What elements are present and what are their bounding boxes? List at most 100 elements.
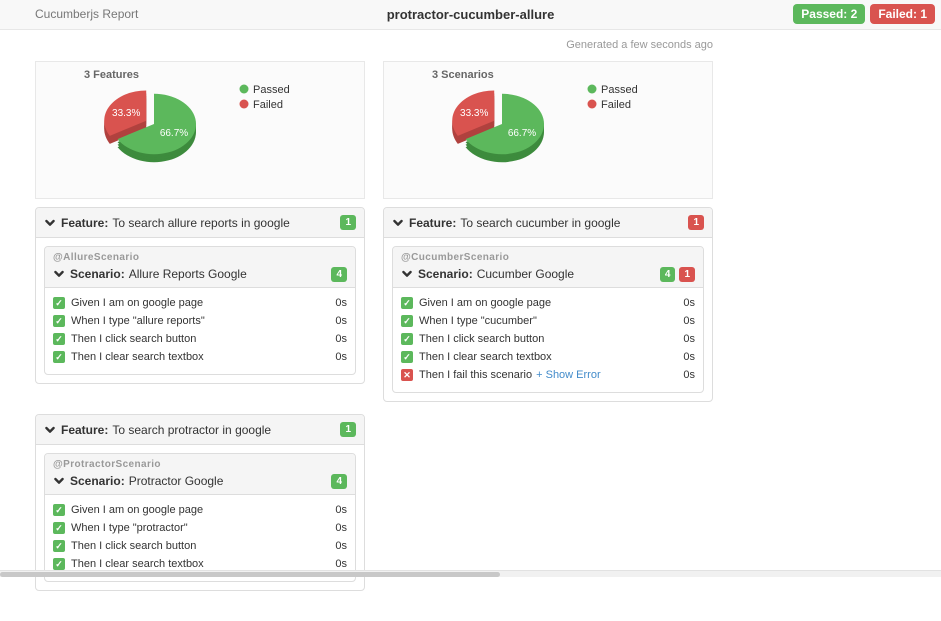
feature-label: Feature:	[61, 215, 109, 230]
feature-header[interactable]: Feature: To search cucumber in google 1	[384, 208, 712, 238]
step-passed-icon: ✓	[53, 504, 65, 516]
navbar: Cucumberjs Report protractor-cucumber-al…	[0, 0, 941, 30]
step-text: Then I fail this scenario	[419, 369, 533, 381]
scenario-label: Scenario:	[418, 267, 473, 281]
scenario-tag: @ProtractorScenario	[53, 459, 161, 470]
step-passed-icon: ✓	[401, 351, 413, 363]
pie-slice-passed	[465, 93, 544, 155]
legend-label: Passed	[253, 84, 290, 96]
chart-title: 3 Features	[84, 69, 139, 81]
scenario-name: Cucumber Google	[476, 267, 575, 281]
step-text: Then I clear search textbox	[419, 351, 552, 363]
step-duration: 0s	[683, 351, 695, 363]
step-row: ✓ Then I click search button 0s	[53, 330, 347, 348]
pie-slice-failed	[452, 90, 495, 136]
pie-slice-failed	[104, 90, 147, 136]
scenario-panel: @AllureScenario Scenario: Allure Reports…	[44, 246, 356, 375]
scenario-label: Scenario:	[70, 267, 125, 281]
report-container: Generated a few seconds ago 3 Features 66…	[35, 30, 713, 621]
legend-label: Failed	[253, 99, 283, 111]
scenario-header[interactable]: @AllureScenario Scenario: Allure Reports…	[45, 247, 355, 288]
horizontal-scrollbar-thumb[interactable]	[0, 572, 500, 577]
scenario-label: Scenario:	[70, 474, 125, 488]
steps-list: ✓ Given I am on google page 0s ✓ When I …	[45, 288, 355, 374]
scenario-name: Allure Reports Google	[128, 267, 247, 281]
left-column: Feature: To search allure reports in goo…	[35, 207, 365, 621]
step-duration: 0s	[335, 504, 347, 516]
scenario-name: Protractor Google	[128, 474, 224, 488]
failed-filter-badge[interactable]: Failed: 1	[870, 4, 935, 24]
step-row: ✓ Given I am on google page 0s	[53, 501, 347, 519]
scenario-line: Scenario: Protractor Google 4	[53, 473, 347, 489]
scenarios-chart-panel: 3 Scenarios 66.7% 33.3% Passed Failed	[383, 61, 713, 199]
feature-body: @AllureScenario Scenario: Allure Reports…	[36, 238, 364, 383]
step-text: Given I am on google page	[71, 504, 204, 516]
feature-body: @ProtractorScenario Scenario: Protractor…	[36, 445, 364, 590]
step-text: When I type "cucumber"	[419, 315, 537, 327]
features-chart-panel: 3 Features 66.7% 33.3% Passed Failed	[35, 61, 365, 199]
feature-title: To search allure reports in google	[112, 215, 290, 230]
pie-slice-passed	[117, 93, 197, 155]
feature-header[interactable]: Feature: To search allure reports in goo…	[36, 208, 364, 238]
passed-filter-badge[interactable]: Passed: 2	[793, 4, 866, 24]
chevron-down-icon	[53, 475, 65, 487]
navbar-badges: Passed: 2 Failed: 1	[793, 4, 935, 24]
show-error-link[interactable]: + Show Error	[536, 369, 601, 381]
step-row: ✓ Then I click search button 0s	[53, 537, 347, 555]
step-text: When I type "protractor"	[71, 522, 188, 534]
passed-count-badge: 4	[659, 266, 676, 282]
step-failed-icon: ✕	[401, 369, 413, 381]
steps-list: ✓ Given I am on google page 0s ✓ When I …	[45, 495, 355, 581]
scenario-panel: @CucumberScenario Scenario: Cucumber Goo…	[392, 246, 704, 393]
step-passed-icon: ✓	[401, 315, 413, 327]
step-duration: 0s	[683, 333, 695, 345]
step-duration: 0s	[683, 315, 695, 327]
scenario-tag: @AllureScenario	[53, 252, 140, 263]
feature-columns: Feature: To search allure reports in goo…	[35, 207, 713, 621]
scenarios-pie-chart: 3 Scenarios 66.7% 33.3% Passed Failed	[432, 69, 638, 163]
legend-label: Passed	[601, 84, 638, 96]
scenario-header[interactable]: @CucumberScenario Scenario: Cucumber Goo…	[393, 247, 703, 288]
feature-label: Feature:	[409, 215, 457, 230]
step-duration: 0s	[335, 351, 347, 363]
chevron-down-icon	[53, 268, 65, 280]
generated-timestamp: Generated a few seconds ago	[566, 39, 713, 51]
feature-panel: Feature: To search cucumber in google 1 …	[383, 207, 713, 402]
step-passed-icon: ✓	[53, 297, 65, 309]
step-row: ✕ Then I fail this scenario + Show Error…	[401, 366, 695, 384]
step-text: Then I click search button	[71, 540, 197, 552]
step-text: Then I click search button	[419, 333, 545, 345]
legend-label: Failed	[601, 99, 631, 111]
step-row: ✓ Then I click search button 0s	[401, 330, 695, 348]
step-row: ✓ Then I clear search textbox 0s	[53, 348, 347, 366]
failed-count-badge: 1	[688, 215, 704, 230]
legend-dot-passed	[587, 84, 597, 94]
step-duration: 0s	[335, 297, 347, 309]
step-duration: 0s	[335, 315, 347, 327]
features-pie-chart: 3 Features 66.7% 33.3% Passed Failed	[84, 69, 290, 163]
passed-count-badge: 1	[340, 422, 356, 437]
pie-slice-label: 33.3%	[460, 108, 488, 119]
step-row: ✓ Given I am on google page 0s	[53, 294, 347, 312]
legend-dot-passed	[239, 84, 249, 94]
feature-header[interactable]: Feature: To search protractor in google …	[36, 415, 364, 445]
step-text: When I type "allure reports"	[71, 315, 205, 327]
step-row: ✓ When I type "protractor" 0s	[53, 519, 347, 537]
chevron-down-icon	[401, 268, 413, 280]
horizontal-scrollbar[interactable]	[0, 570, 941, 577]
step-text: Given I am on google page	[419, 297, 552, 309]
feature-panel: Feature: To search protractor in google …	[35, 414, 365, 591]
step-passed-icon: ✓	[53, 558, 65, 570]
scenario-badges: 4	[331, 473, 347, 489]
step-duration: 0s	[335, 558, 347, 570]
charts-row: 3 Features 66.7% 33.3% Passed Failed 3 Scena…	[35, 61, 713, 199]
chevron-down-icon	[44, 424, 56, 436]
scenario-header[interactable]: @ProtractorScenario Scenario: Protractor…	[45, 454, 355, 495]
passed-count-badge: 4	[331, 473, 347, 489]
step-row: ✓ Then I clear search textbox 0s	[401, 348, 695, 366]
passed-count-badge: 4	[331, 266, 347, 282]
chart-title: 3 Scenarios	[432, 69, 494, 81]
right-column: Feature: To search cucumber in google 1 …	[383, 207, 713, 432]
